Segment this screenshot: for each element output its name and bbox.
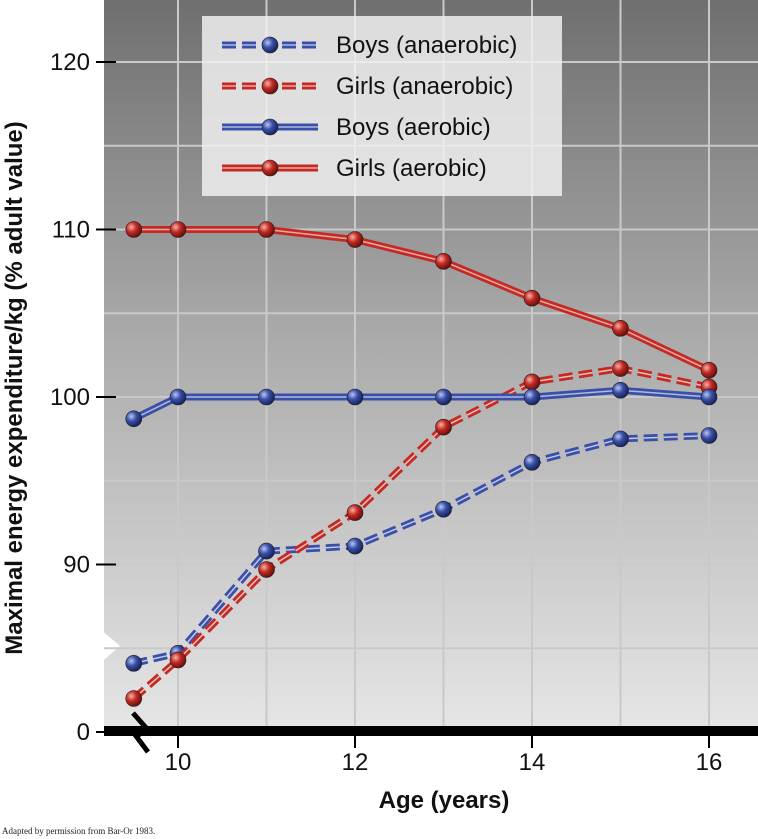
data-point [258,388,275,406]
data-point [612,360,629,377]
data-point [700,427,718,444]
data-point [346,537,364,555]
x-axis: 10 12 14 16 [165,736,723,776]
series-2 [125,381,718,428]
y-tick-label: 0 [77,719,90,746]
series-line-highlight [133,389,710,420]
data-point [612,320,629,337]
legend-label: Boys (anaerobic) [336,32,517,59]
legend-item: Boys (anaerobic) [222,32,517,59]
data-point [523,454,541,471]
data-point [523,388,541,406]
x-tick-label: 16 [696,749,723,776]
legend-item: Girls (anaerobic) [222,73,513,100]
data-point [258,221,275,238]
data-point [346,231,364,248]
data-point [125,690,143,707]
series-3 [125,221,718,379]
legend-marker [261,36,279,54]
data-point [435,253,452,270]
data-point [700,388,718,406]
data-point [700,361,718,379]
legend-marker [261,159,279,177]
y-axis: 0 90 100 110 120 [50,49,116,746]
y-tick-label: 90 [63,552,90,579]
data-point [612,430,629,448]
credit-note: Adapted by permission from Bar-Or 1983. [2,826,156,836]
y-axis-break [92,622,120,670]
legend-marker [261,77,279,95]
data-point [523,289,541,307]
series-line-highlight [133,228,710,371]
legend-label: Girls (aerobic) [336,155,487,182]
legend-label: Girls (anaerobic) [336,73,513,100]
legend-label: Boys (aerobic) [336,114,491,141]
y-tick-label: 120 [50,49,90,76]
data-point [435,388,452,406]
x-axis-title: Age (years) [379,787,510,814]
x-axis-break [131,711,153,754]
x-tick-label: 14 [519,749,546,776]
data-point [435,500,452,518]
data-point [258,542,275,560]
legend-marker [261,118,279,136]
data-point [169,221,187,238]
y-axis-title: Maximal energy expenditure/kg (% adult v… [1,121,28,654]
series-0 [125,427,718,672]
data-point [169,388,187,406]
series-line-highlight [133,434,710,665]
data-point [346,388,364,406]
y-tick-label: 110 [52,217,90,244]
series-line-highlight [133,367,710,700]
x-tick-label: 10 [165,749,192,776]
data-point [346,504,364,521]
legend: Boys (anaerobic) Girls (anaerobic) Boys (a… [202,16,562,196]
series-layer [125,221,718,707]
data-point [523,373,541,391]
x-tick-label: 12 [342,749,369,776]
data-point [258,561,275,578]
data-point [125,221,143,238]
x-axis-line [104,726,758,736]
data-point [125,410,143,428]
data-point [435,418,452,436]
data-point [125,655,143,672]
legend-item: Girls (aerobic) [222,155,487,182]
data-point [169,651,187,669]
data-point [612,381,629,399]
legend-item: Boys (aerobic) [222,114,491,141]
y-tick-label: 100 [50,384,90,411]
